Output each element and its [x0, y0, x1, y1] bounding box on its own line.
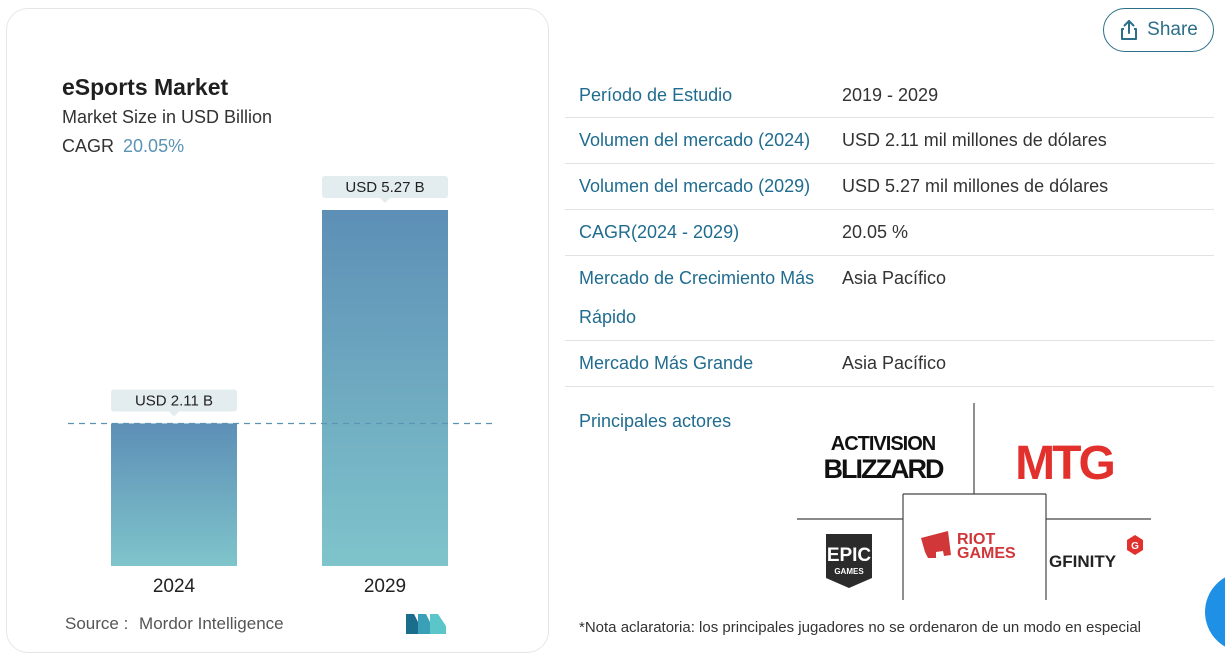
data-label: USD 5.27 B [345, 179, 424, 196]
source-label: Source : [65, 614, 129, 633]
row-value: 2019 - 2029 [842, 84, 939, 105]
share-label: Share [1147, 19, 1198, 40]
mordor-intelligence-logo-icon [406, 614, 446, 634]
row-key: Mercado Más Grande [579, 353, 754, 373]
mtg-logo: MTG [1015, 437, 1116, 490]
row-value: 20.05 % [842, 222, 909, 242]
gfinity-text: GFINITY [1049, 552, 1117, 571]
svg-text:G: G [1131, 541, 1139, 552]
activision-blizzard-logo: ACTIVISION BLIZZARD [824, 433, 946, 484]
x-tick-label: 2029 [364, 576, 406, 597]
row-key: Volumen del mercado (2029) [579, 176, 811, 196]
table-row: Volumen del mercado (2029) USD 5.27 mil … [565, 164, 1214, 210]
row-value: USD 5.27 mil millones de dólares [842, 176, 1109, 196]
data-label-bg [322, 176, 448, 198]
table-row: CAGR(2024 - 2029) 20.05 % [565, 210, 1214, 256]
activision-text: ACTIVISION [831, 433, 936, 455]
row-key: Período de Estudio [579, 84, 733, 105]
row-key: Volumen del mercado (2024) [579, 130, 811, 150]
bar-2024 [111, 423, 237, 566]
row-value: Asia Pacífico [842, 353, 947, 373]
mtg-text: MTG [1015, 437, 1113, 490]
x-tick-label: 2024 [153, 576, 196, 597]
cagr-label: CAGR [62, 136, 115, 156]
cagr-value: 20.05% [123, 136, 185, 156]
table-row: Mercado Más Grande Asia Pacífico [565, 341, 1214, 387]
share-icon [1121, 20, 1138, 40]
epic-text: EPIC [827, 545, 872, 566]
row-key: Mercado de Crecimiento Más Rápido [579, 268, 815, 327]
players-label: Principales actores [579, 411, 732, 431]
blizzard-text: BLIZZARD [824, 454, 944, 484]
table-row: Mercado de Crecimiento Más Rápido Asia P… [565, 256, 1214, 341]
source-name: Mordor Intelligence [139, 614, 284, 633]
table-row: Volumen del mercado (2024) USD 2.11 mil … [565, 118, 1214, 164]
data-label-pointer [169, 411, 179, 417]
table-row: Período de Estudio 2019 - 2029 [565, 73, 1214, 118]
row-key: CAGR(2024 - 2029) [579, 222, 740, 242]
chart-card [6, 8, 549, 653]
riot-games-logo: RIOT GAMES [921, 531, 1016, 562]
data-label: USD 2.11 B [135, 392, 213, 409]
epic-games-logo: EPIC GAMES [826, 534, 872, 588]
bar-2029 [322, 210, 448, 566]
source-text: Source : Mordor Intelligence [65, 614, 284, 634]
chart-subtitle: Market Size in USD Billion [62, 107, 273, 127]
row-value: USD 2.11 mil millones de dólares [842, 130, 1107, 150]
chart-title: eSports Market [62, 74, 229, 100]
share-button[interactable]: Share [1103, 8, 1214, 52]
epic-games-text: GAMES [834, 567, 864, 576]
chat-widget-button[interactable] [1205, 572, 1225, 652]
data-label-pointer [380, 198, 390, 203]
riot-games-text: GAMES [957, 545, 1016, 562]
gfinity-logo: GFINITY G [1049, 535, 1143, 571]
chart-cagr: CAGR 20.05% [62, 136, 184, 157]
market-info-table: Período de Estudio 2019 - 2029 Volumen d… [565, 73, 1214, 387]
row-value: Asia Pacífico [842, 268, 947, 288]
disclaimer-note: *Nota aclaratoria: los principales jugad… [579, 619, 1142, 636]
data-label-bg [111, 389, 237, 412]
riot-text: RIOT [957, 531, 995, 548]
bar-chart: USD 2.11 B 2024 USD 5.27 B 2029 [68, 176, 492, 597]
